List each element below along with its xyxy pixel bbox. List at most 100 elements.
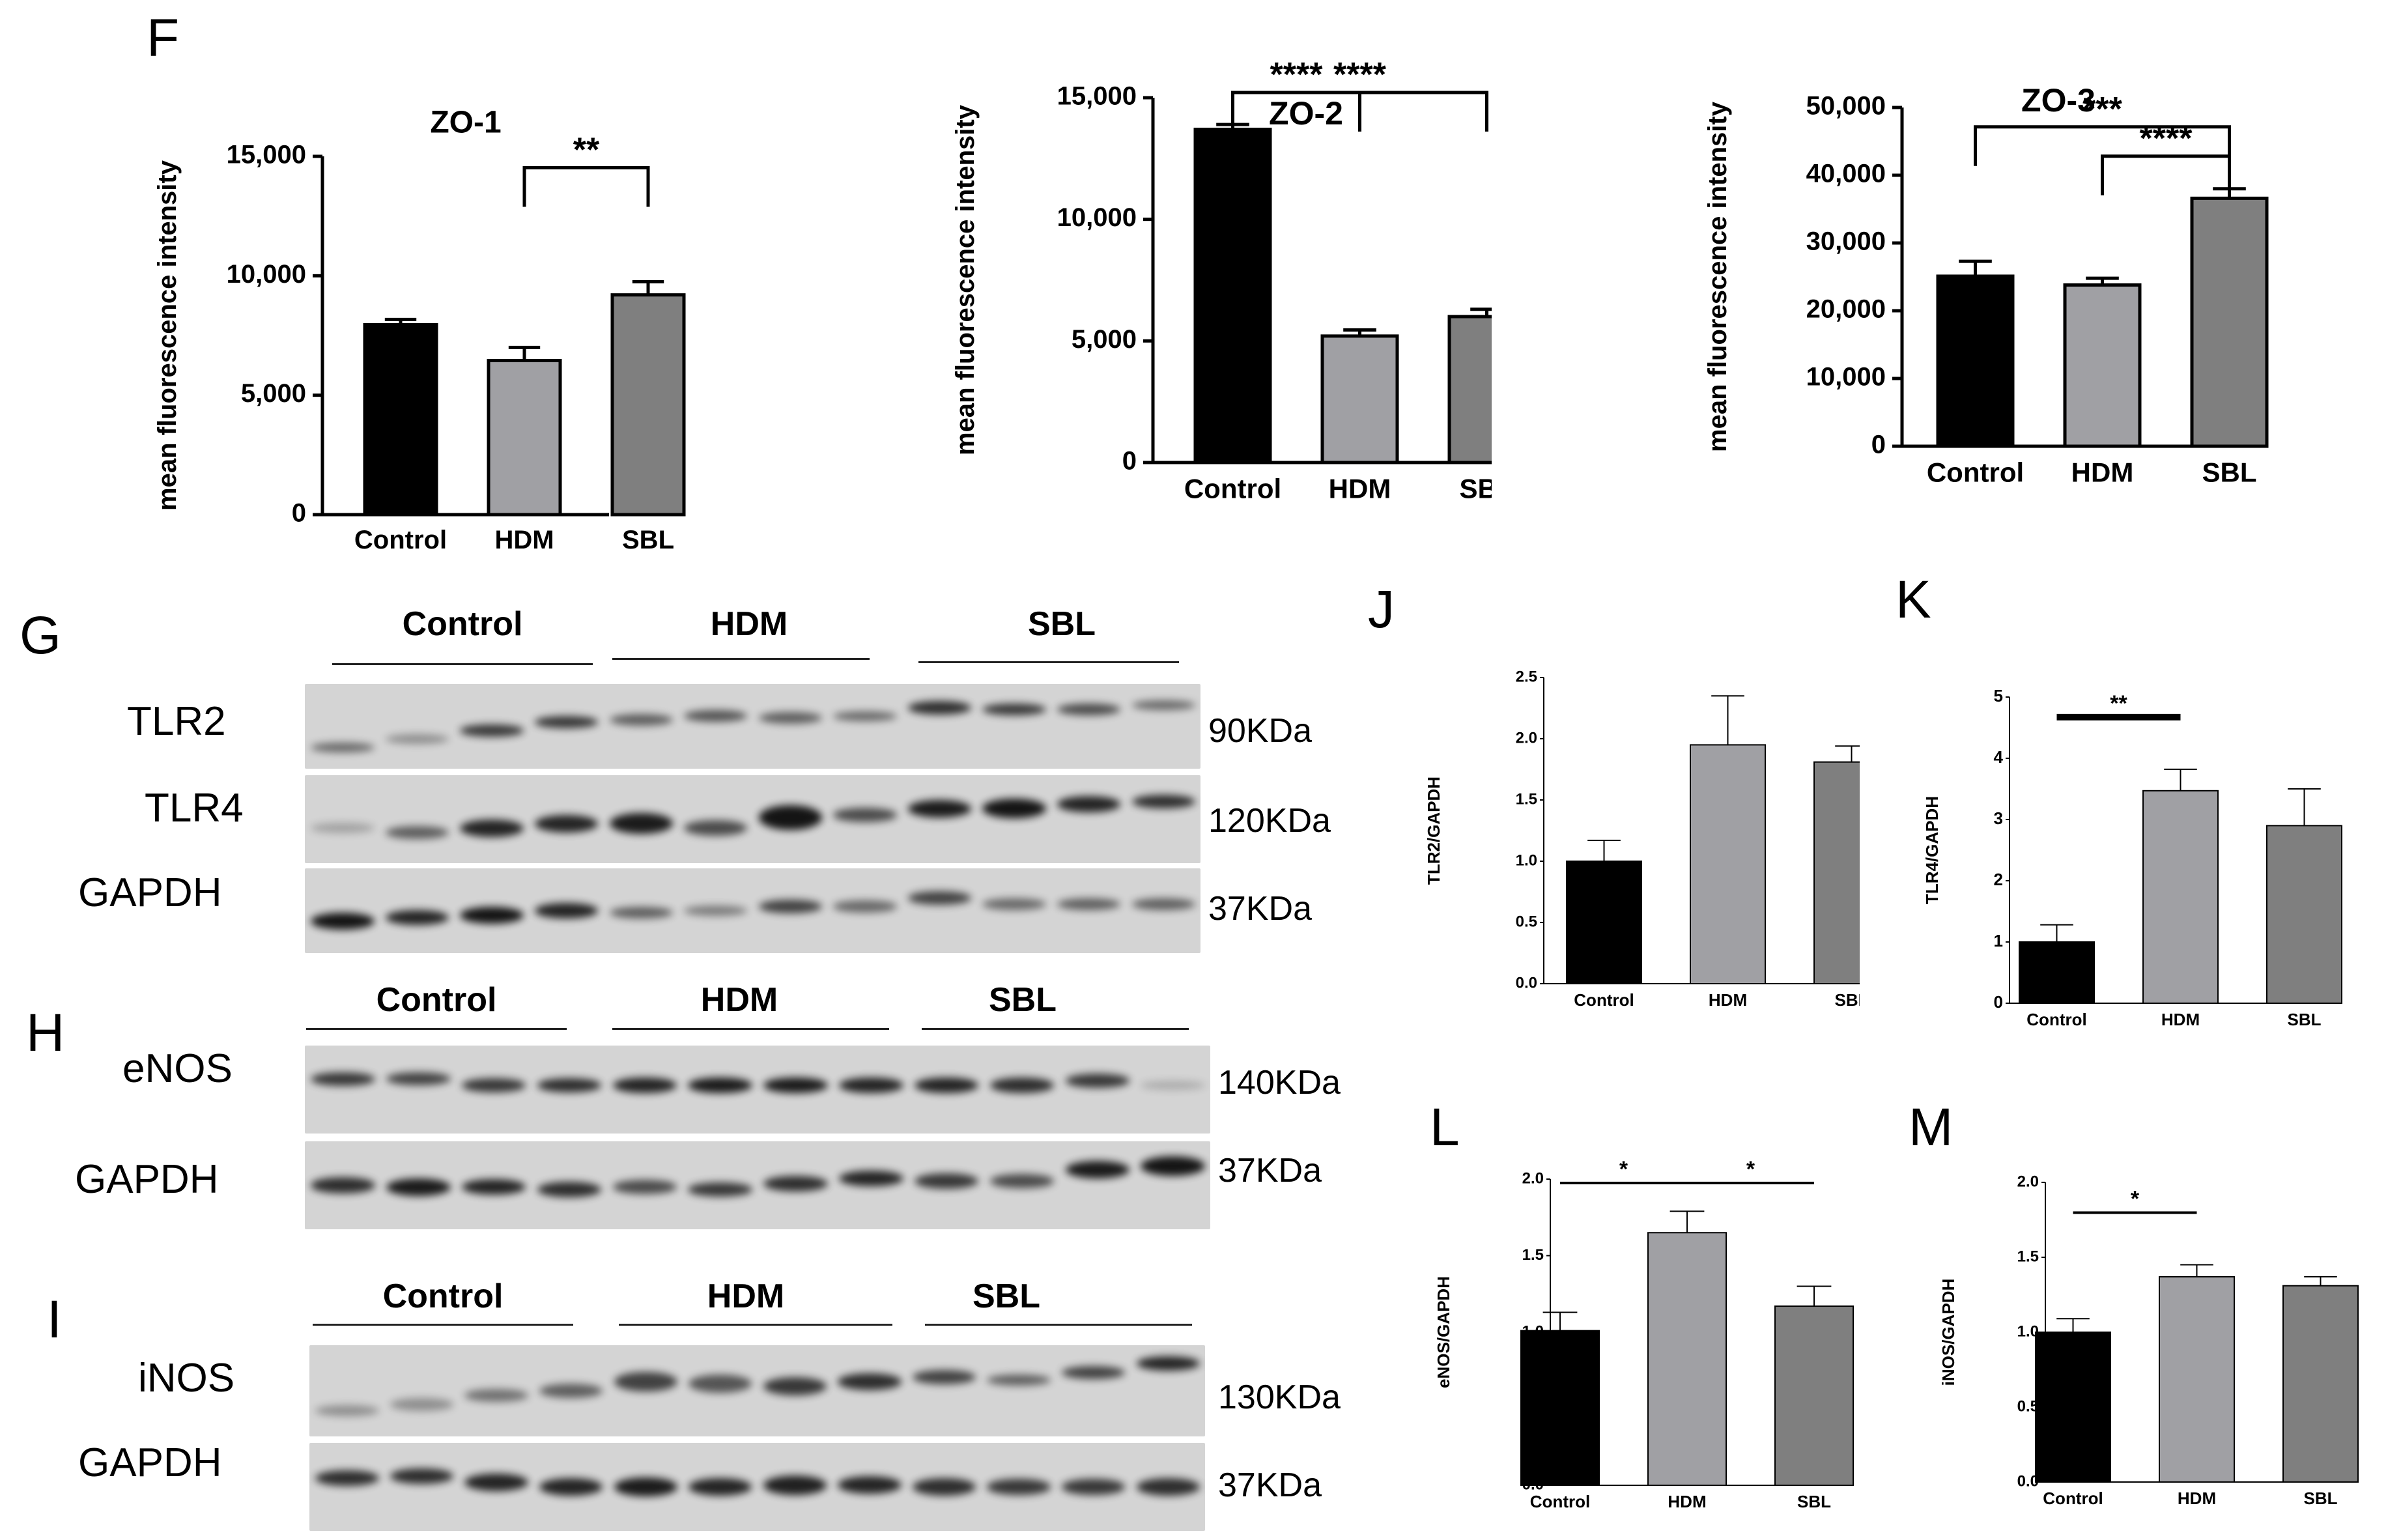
y-tick-label: 0.5 — [1516, 913, 1537, 930]
blot-band — [914, 1077, 979, 1093]
y-tick-label: 1.5 — [1516, 790, 1537, 808]
blot-band — [315, 1470, 379, 1487]
significance-label: * — [1746, 1160, 1755, 1182]
y-tick-label: 30,000 — [1806, 227, 1886, 256]
blot-band — [537, 1182, 602, 1198]
panel-letter-h: H — [26, 1003, 65, 1062]
blot-i-strip-gapdh — [309, 1443, 1205, 1531]
chart-title: ZO-1 — [430, 106, 501, 140]
blot-band — [1062, 1479, 1126, 1495]
y-tick-label: 1.5 — [2017, 1248, 2039, 1265]
blot-band — [987, 1479, 1051, 1495]
y-tick-label: 5,000 — [1072, 325, 1137, 354]
chart-tlr2: TLR2/GAPDH 0.0 0.5 1.0 1.5 2.0 2.5 Control HDM SB… — [1424, 668, 1860, 1010]
significance-label: *** — [2082, 91, 2122, 128]
x-tick-label: HDM — [2178, 1489, 2216, 1508]
blot-band — [390, 1468, 454, 1485]
x-tick-label: SBL — [1835, 990, 1860, 1010]
blot-band — [390, 1398, 454, 1411]
blot-band — [612, 1077, 677, 1093]
x-tick-label: SBL — [2288, 1010, 2322, 1029]
blot-band — [833, 807, 897, 822]
bar-sbl — [1447, 315, 1492, 464]
blot-band — [1065, 1160, 1130, 1178]
blot-band — [989, 1173, 1055, 1188]
y-tick-label: 0 — [1871, 431, 1886, 459]
x-tick-label: HDM — [1709, 990, 1747, 1010]
x-tick-label: HDM — [2071, 457, 2134, 488]
x-tick-label: SBL — [1460, 474, 1492, 504]
blot-h-kda-enos: 140KDa — [1218, 1064, 1341, 1102]
chart-zo-2: ZO-2 mean fluorescence intensity 0 5,000 10,… — [951, 56, 1492, 504]
blot-band — [839, 1077, 903, 1093]
blot-band — [914, 1173, 979, 1189]
y-tick-label: 40,000 — [1806, 160, 1886, 188]
bar-hdm — [2142, 790, 2219, 1004]
blot-band — [386, 1072, 451, 1086]
y-tick-label: 20,000 — [1806, 295, 1886, 324]
blot-g-group-hdm: HDM — [710, 605, 788, 643]
panel-letter-g: G — [20, 606, 61, 665]
blot-band — [385, 825, 449, 839]
bar-control — [2035, 1332, 2111, 1483]
significance-bracket — [1974, 125, 2231, 166]
blot-band — [689, 1478, 752, 1496]
y-tick-label: 15,000 — [227, 141, 306, 169]
bar-hdm — [487, 359, 562, 517]
blot-band — [1136, 1478, 1200, 1496]
blot-band — [464, 1389, 528, 1402]
bar-control — [1193, 128, 1272, 464]
blot-i-group-hdm: HDM — [707, 1277, 785, 1315]
blot-band — [907, 799, 972, 818]
blot-band — [912, 1478, 976, 1496]
bar-hdm — [1320, 334, 1399, 464]
blot-band — [989, 1077, 1055, 1093]
blot-g-kda-gapdh: 37KDa — [1208, 890, 1312, 928]
blot-band — [460, 819, 524, 837]
significance-label: * — [2131, 1187, 2140, 1212]
blot-band — [614, 1371, 677, 1392]
blot-g-strip-tlr2 — [305, 684, 1200, 769]
blot-band — [614, 1477, 677, 1497]
blot-g-kda-tlr2: 90KDa — [1208, 712, 1312, 750]
panel-letter-l: L — [1430, 1098, 1460, 1157]
blot-band — [982, 799, 1046, 819]
bar-control — [1520, 1330, 1600, 1486]
blot-band — [537, 1077, 602, 1092]
blot-band — [609, 813, 673, 834]
blot-band — [763, 1475, 827, 1495]
blot-band — [684, 710, 748, 722]
blot-band — [315, 1405, 379, 1417]
blot-band — [534, 814, 599, 833]
blot-band — [461, 1077, 526, 1092]
chart-title: ZO-2 — [1269, 95, 1343, 132]
y-tick-label: 1.5 — [1522, 1246, 1544, 1264]
chart-zo-1: ZO-1 mean fluorescence intensity 0 5,000 10,… — [153, 106, 686, 554]
blot-i-line-control — [313, 1324, 573, 1326]
chart-zo-3: ZO-3 mean fluorescence intensity 0 10,000 20… — [1703, 82, 2269, 488]
bar-hdm — [2063, 283, 2142, 448]
blot-h-group-sbl: SBL — [989, 981, 1057, 1019]
blot-g-row-label-tlr4: TLR4 — [145, 786, 244, 831]
blot-h-row-label-gapdh: GAPDH — [75, 1157, 219, 1202]
blot-band — [534, 903, 599, 919]
blot-band — [763, 1077, 828, 1093]
y-tick-label: 5,000 — [241, 379, 306, 408]
blot-band — [311, 912, 375, 930]
x-tick-label: HDM — [1329, 474, 1391, 504]
x-tick-label: HDM — [1668, 1492, 1706, 1511]
y-axis-label: TLR4/GAPDH — [1922, 796, 1942, 904]
y-axis-label: eNOS/GAPDH — [1434, 1276, 1453, 1388]
blot-band — [1057, 796, 1121, 812]
bar-control — [363, 323, 438, 517]
blot-band — [609, 906, 673, 919]
blot-band — [1065, 1074, 1130, 1088]
blot-h-line-control — [306, 1028, 567, 1030]
panel-letter-j: J — [1368, 580, 1395, 639]
significance-bracket — [2101, 154, 2231, 195]
blot-g-strip-gapdh — [305, 868, 1200, 953]
blot-i-group-control: Control — [382, 1277, 504, 1315]
blot-g-line-control — [332, 663, 593, 665]
blot-band — [684, 905, 748, 916]
